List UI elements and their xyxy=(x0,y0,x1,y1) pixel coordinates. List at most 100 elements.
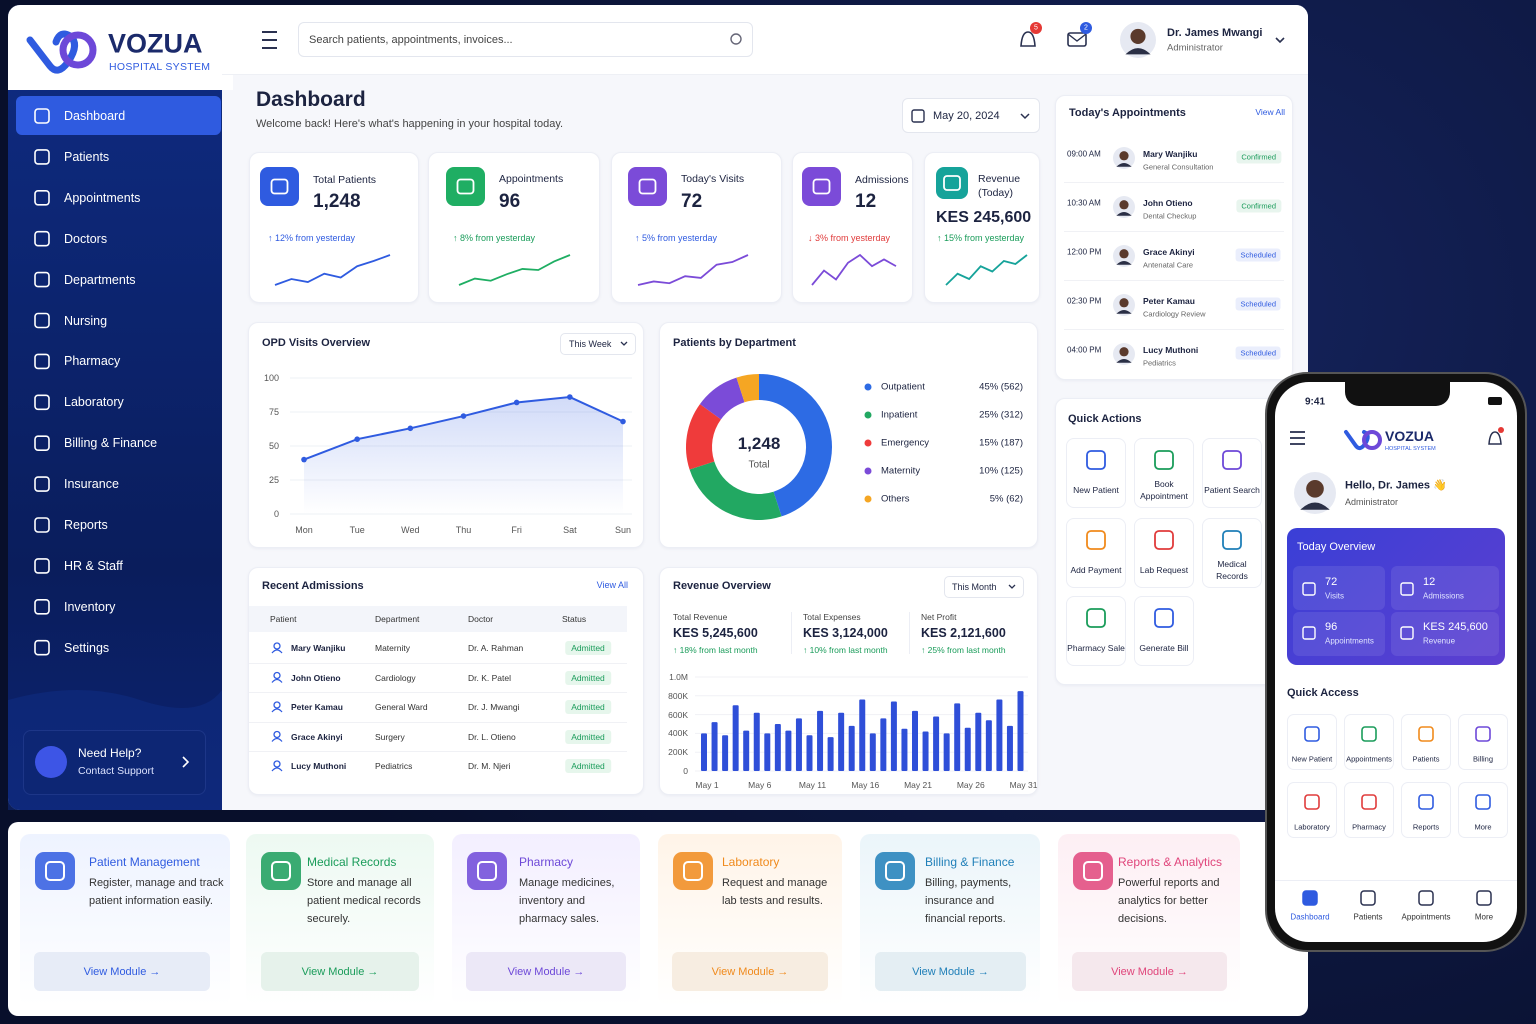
module-button-label[interactable]: View Module → xyxy=(1111,966,1188,978)
view-all[interactable]: View All xyxy=(1255,107,1285,117)
row-divider xyxy=(1064,329,1284,330)
module-description: Powerful reports and analytics for bette… xyxy=(1118,877,1220,925)
nav-item[interactable]: Insurance xyxy=(64,477,119,492)
nav-item[interactable]: Patients xyxy=(64,149,110,164)
quick-action[interactable] xyxy=(1066,596,1126,666)
nav-item[interactable]: Billing & Finance xyxy=(64,436,158,451)
tile-label[interactable]: Patients xyxy=(1412,754,1440,764)
nav-item[interactable]: Appointments xyxy=(64,190,141,205)
help-title: Need Help? xyxy=(78,746,142,760)
nav-label[interactable]: Patients xyxy=(1353,912,1383,922)
module-button[interactable] xyxy=(261,952,419,991)
quick-access-tile[interactable] xyxy=(1344,782,1394,838)
module-button-label[interactable]: View Module → xyxy=(301,966,379,978)
stat-label: Appointments xyxy=(499,173,564,185)
nav-item[interactable]: Doctors xyxy=(64,231,108,246)
status-pill: Admitted xyxy=(565,641,611,655)
module-description: Register, manage and track patient infor… xyxy=(89,877,224,907)
overview-label: Admissions xyxy=(1423,591,1464,601)
total-value: KES 3,124,000 xyxy=(803,626,888,640)
action-label[interactable]: Medical Records xyxy=(1216,559,1248,581)
nav-item[interactable]: Laboratory xyxy=(64,395,124,410)
nav-item[interactable]: Dashboard xyxy=(64,109,126,123)
appointment-time: 09:00 AM xyxy=(1067,149,1101,159)
quick-action[interactable] xyxy=(1134,438,1194,508)
stat-icon xyxy=(936,167,968,199)
appointment-name: Mary Wanjiku xyxy=(1143,149,1198,159)
table-header xyxy=(249,606,627,632)
module-button-label[interactable]: View Module → xyxy=(83,966,161,978)
quick-access-tile[interactable] xyxy=(1458,782,1508,838)
nav-label[interactable]: More xyxy=(1474,912,1494,922)
action-label[interactable]: Add Payment xyxy=(1070,565,1122,575)
help-box[interactable] xyxy=(23,730,206,795)
filter-label: This Month xyxy=(952,582,997,592)
quick-access-tile[interactable] xyxy=(1344,714,1394,770)
card-title: OPD Visits Overview xyxy=(262,337,371,349)
phone-notch xyxy=(1345,382,1450,406)
nav-item[interactable]: Nursing xyxy=(64,313,108,328)
search-box[interactable] xyxy=(298,22,753,57)
quick-access-tile[interactable] xyxy=(1401,782,1451,838)
filter[interactable] xyxy=(944,576,1024,598)
module-button[interactable] xyxy=(466,952,626,991)
quick-action[interactable] xyxy=(1202,518,1262,588)
y-tick-label: 0 xyxy=(683,766,688,776)
nav-item[interactable]: Inventory xyxy=(64,599,116,614)
quick-action[interactable] xyxy=(1202,438,1262,508)
stat-label: Admissions xyxy=(855,174,909,186)
action-label[interactable]: Pharmacy Sale xyxy=(1067,643,1125,653)
appointment-detail: Pediatrics xyxy=(1143,358,1176,368)
tile-label[interactable]: Billing xyxy=(1472,754,1494,764)
action-label[interactable]: Book Appointment xyxy=(1140,479,1188,501)
action-label[interactable]: New Patient xyxy=(1073,485,1119,495)
column-header: Status xyxy=(562,614,587,624)
action-label[interactable]: Generate Bill xyxy=(1139,643,1189,653)
module-button[interactable] xyxy=(34,952,210,991)
quick-action[interactable] xyxy=(1134,596,1194,666)
search-placeholder: Search patients, appointments, invoices.… xyxy=(309,34,513,46)
tile-label[interactable]: More xyxy=(1474,822,1492,832)
module-button-label[interactable]: View Module → xyxy=(912,966,989,978)
tile-label[interactable]: Appointments xyxy=(1346,754,1392,764)
legend-value: 15% (187) xyxy=(979,437,1023,449)
table-cell: Dr. J. Mwangi xyxy=(468,702,520,712)
module-button-label[interactable]: View Module → xyxy=(711,966,789,978)
filter[interactable] xyxy=(560,333,636,355)
view-all[interactable]: View All xyxy=(596,580,628,590)
divider xyxy=(791,612,792,654)
tile-icon xyxy=(1361,726,1377,742)
module-button[interactable] xyxy=(1072,952,1227,991)
action-label[interactable]: Lab Request xyxy=(1139,565,1189,575)
tile-label[interactable]: Pharmacy xyxy=(1352,822,1386,832)
overview-title: Today Overview xyxy=(1297,541,1376,553)
date-picker[interactable] xyxy=(902,98,1040,133)
action-label[interactable]: Patient Search xyxy=(1204,485,1260,495)
appointment-detail: Dental Checkup xyxy=(1143,211,1197,221)
card-title: Patients by Department xyxy=(673,337,796,349)
nav-item[interactable]: HR & Staff xyxy=(64,558,123,573)
legend-value: 10% (125) xyxy=(979,465,1023,477)
quick-action[interactable] xyxy=(1134,518,1194,588)
module-button[interactable] xyxy=(672,952,828,991)
module-title: Medical Records xyxy=(307,855,397,869)
overview-value: KES 245,600 xyxy=(1423,621,1488,633)
nav-item[interactable]: Pharmacy xyxy=(64,354,121,369)
nav-active[interactable] xyxy=(16,96,221,135)
total-label: Total Expenses xyxy=(803,612,861,622)
legend-value: 5% (62) xyxy=(989,493,1023,505)
x-tick-label: Tue xyxy=(349,525,365,535)
module-button[interactable] xyxy=(875,952,1026,991)
module-button-label[interactable]: View Module → xyxy=(507,966,585,978)
card-title: Today's Appointments xyxy=(1069,107,1186,119)
quick-action[interactable] xyxy=(1066,518,1126,588)
quick-access-tile[interactable] xyxy=(1401,714,1451,770)
quick-action[interactable] xyxy=(1066,438,1126,508)
nav-item[interactable]: Departments xyxy=(64,272,136,287)
nav-label[interactable]: Appointments xyxy=(1401,912,1451,922)
nav-item[interactable]: Reports xyxy=(64,518,108,532)
nav-item[interactable]: Settings xyxy=(64,640,110,655)
quick-access-tile[interactable] xyxy=(1458,714,1508,770)
tile-label[interactable]: Reports xyxy=(1412,822,1440,832)
